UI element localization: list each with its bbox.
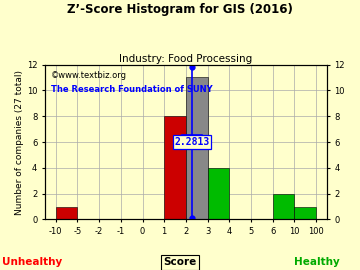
- Title: Industry: Food Processing: Industry: Food Processing: [119, 54, 252, 64]
- Text: The Research Foundation of SUNY: The Research Foundation of SUNY: [50, 85, 212, 94]
- Bar: [208, 168, 229, 220]
- Text: Z’-Score Histogram for GIS (2016): Z’-Score Histogram for GIS (2016): [67, 3, 293, 16]
- Bar: [294, 207, 316, 220]
- Bar: [186, 77, 208, 220]
- Text: ©www.textbiz.org: ©www.textbiz.org: [50, 71, 127, 80]
- Text: 2.2813: 2.2813: [174, 137, 210, 147]
- Bar: [273, 194, 294, 220]
- Bar: [56, 207, 77, 220]
- Text: Healthy: Healthy: [294, 257, 340, 267]
- Text: Score: Score: [163, 257, 197, 267]
- Y-axis label: Number of companies (27 total): Number of companies (27 total): [15, 69, 24, 215]
- Text: Unhealthy: Unhealthy: [2, 257, 63, 267]
- Bar: [164, 116, 186, 220]
